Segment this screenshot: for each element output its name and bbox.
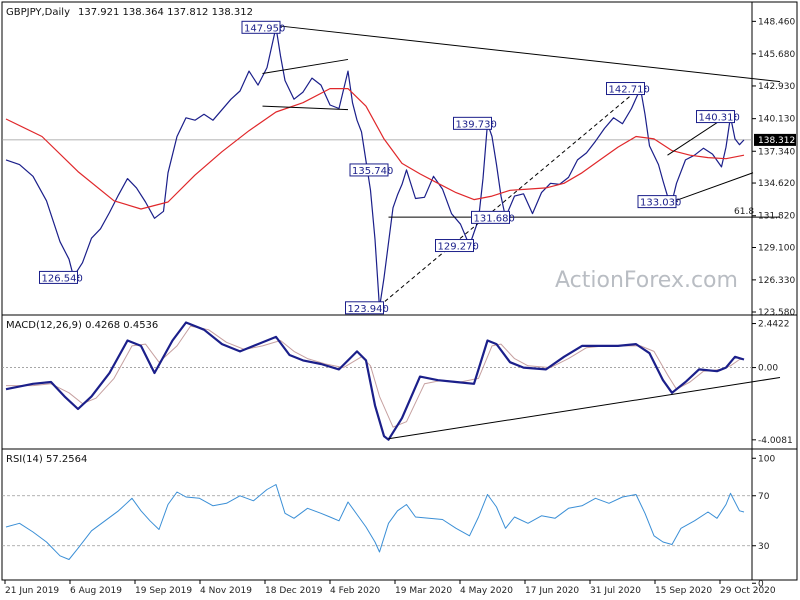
x-tick-label: 4 May 2020	[460, 586, 513, 596]
x-tick-label: 17 Jun 2020	[525, 586, 579, 596]
x-tick-label: 31 Jul 2020	[590, 586, 641, 596]
x-tick-label: 29 Oct 2020	[720, 586, 776, 596]
y-tick-label: 0.00	[758, 364, 778, 374]
last-price-box	[754, 133, 796, 146]
annotation-label: 140.310	[699, 113, 740, 124]
ma-series-line	[5, 88, 745, 210]
macd-series-line	[5, 321, 745, 441]
annotation-label: 123.940	[348, 304, 389, 315]
y-tick-label: 140.130	[758, 115, 795, 125]
annotation-label: 139.730	[456, 119, 497, 130]
signal-series-line	[6, 325, 744, 428]
trend-line	[379, 87, 641, 307]
y-tick-label: 142.930	[758, 82, 795, 92]
fib-level-label: 61.8	[734, 207, 754, 217]
ohlc-label: 137.921 138.364 137.812 138.312	[78, 7, 253, 18]
x-tick-label: 6 Aug 2019	[70, 586, 122, 596]
y-tick-label: 137.340	[758, 147, 795, 157]
macd-title: MACD(12,26,9) 0.4268 0.4536	[6, 320, 158, 331]
y-tick-label: 134.620	[758, 179, 795, 189]
x-tick-label: 19 Sep 2019	[135, 586, 192, 596]
x-tick-label: 15 Sep 2020	[655, 586, 712, 596]
annotation-label: 126.540	[42, 273, 83, 284]
symbol-label: GBPJPY,Daily	[6, 7, 70, 18]
watermark: ActionForex.com	[555, 268, 738, 293]
y-tick-label: 123.580	[758, 308, 795, 318]
x-tick-label: 18 Dec 2019	[265, 586, 323, 596]
trend-line	[275, 25, 781, 83]
trend-line	[262, 105, 349, 111]
y-tick-label: 148.460	[758, 17, 795, 27]
rsi-series-line	[5, 484, 745, 560]
annotation-label: 135.740	[352, 166, 393, 177]
y-tick-label: 2.4422	[758, 320, 790, 330]
annotation-label: 147.950	[244, 23, 285, 34]
y-tick-label: 145.680	[758, 50, 795, 60]
annotation-label: 129.270	[438, 242, 479, 253]
y-tick-label: 30	[758, 542, 770, 552]
y-tick-label: 131.820	[758, 212, 795, 222]
chart-frame	[1, 1, 798, 581]
x-tick-label: 4 Nov 2019	[200, 586, 252, 596]
last-price-label: 138.312	[758, 136, 795, 146]
trend-line	[671, 172, 754, 203]
price-series-line	[5, 26, 745, 309]
annotation-label: 131.680	[474, 213, 515, 224]
x-tick-label: 19 Mar 2020	[395, 586, 452, 596]
annotation-label: 133.030	[640, 198, 681, 209]
trend-line	[262, 58, 349, 74]
y-tick-label: -4.0081	[758, 436, 793, 446]
y-tick-label: 0	[758, 579, 764, 589]
rsi-title: RSI(14) 57.2564	[6, 454, 87, 465]
y-tick-label: 70	[758, 492, 770, 502]
x-tick-label: 21 Jun 2019	[5, 586, 59, 596]
y-tick-label: 100	[758, 454, 775, 464]
annotation-label: 142.710	[609, 85, 650, 96]
x-tick-label: 4 Feb 2020	[330, 586, 381, 596]
macd-trend-line	[388, 376, 781, 440]
y-tick-label: 129.100	[758, 244, 795, 254]
y-tick-label: 126.330	[758, 276, 795, 286]
